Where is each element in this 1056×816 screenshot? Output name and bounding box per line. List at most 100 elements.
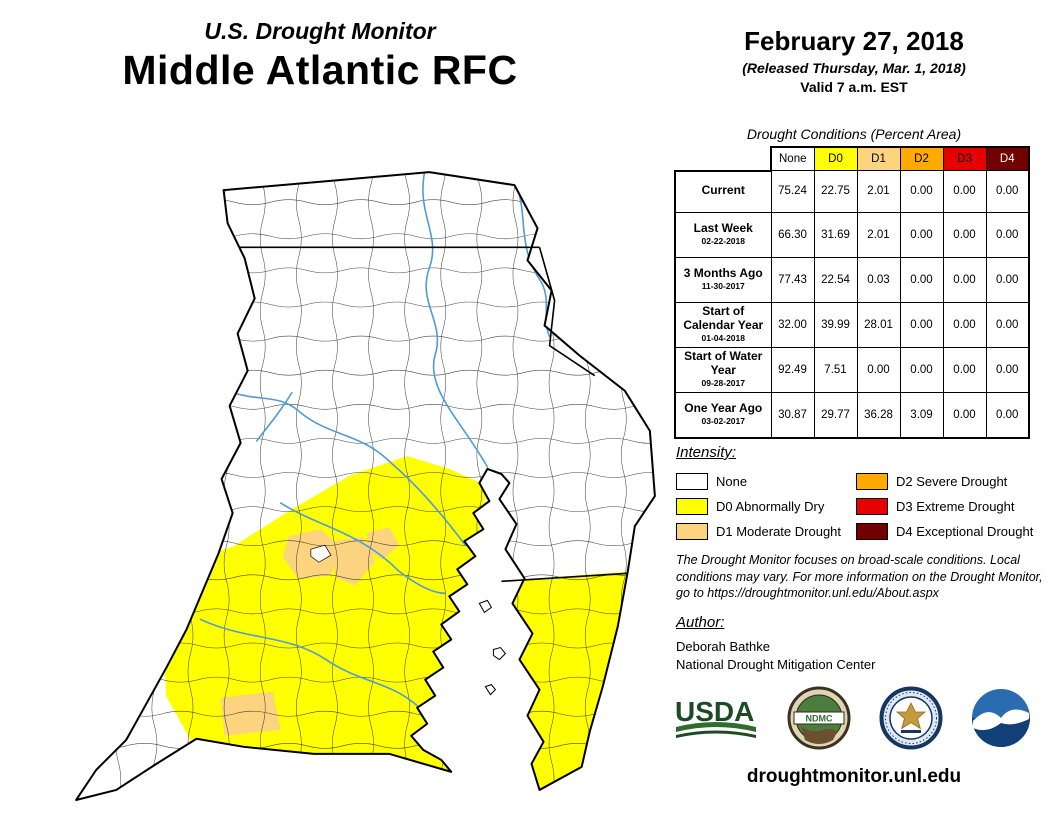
table-cell: 0.00 bbox=[899, 346, 944, 393]
table-title: Drought Conditions (Percent Area) bbox=[746, 126, 962, 142]
row-label: Last Week 02-22-2018 bbox=[674, 211, 772, 258]
author-name: Deborah Bathke bbox=[676, 639, 770, 654]
row-label: One Year Ago 03-02-2017 bbox=[674, 391, 772, 439]
footer-url: droughtmonitor.unl.edu bbox=[746, 766, 962, 787]
col-header-d4: D4 bbox=[985, 146, 1030, 171]
table-row: One Year Ago 03-02-2017 30.87 29.77 36.2… bbox=[674, 391, 1030, 439]
col-header-d2: D2 bbox=[899, 146, 944, 171]
table-row: 3 Months Ago 11-30-2017 77.43 22.54 0.03… bbox=[674, 256, 1030, 303]
row-label-text: Start of Water Year bbox=[684, 349, 763, 378]
table-cell: 22.75 bbox=[813, 170, 858, 213]
author-block: Author: Deborah Bathke National Drought … bbox=[676, 614, 1032, 672]
table-cell: 0.00 bbox=[942, 256, 987, 303]
legend-label: D0 Abnormally Dry bbox=[716, 499, 825, 514]
table-cell: 0.00 bbox=[985, 346, 1030, 393]
table-cell: 0.00 bbox=[899, 170, 944, 213]
table-cell: 0.00 bbox=[985, 256, 1030, 303]
table-cell: 0.00 bbox=[942, 170, 987, 213]
state-borders bbox=[238, 246, 628, 583]
row-sublabel: 02-22-2018 bbox=[701, 236, 745, 247]
table-cell: 0.00 bbox=[985, 211, 1030, 258]
report-date: February 27, 2018 bbox=[744, 26, 964, 56]
legend-title: Intensity: bbox=[676, 444, 737, 461]
row-label-text: Last Week bbox=[693, 221, 753, 236]
table-cell: 92.49 bbox=[770, 346, 815, 393]
legend-swatch-d2 bbox=[856, 473, 888, 490]
release-date: (Released Thursday, Mar. 1, 2018) bbox=[742, 60, 966, 76]
table-cell: 0.00 bbox=[985, 170, 1030, 213]
usda-wordmark: USDA bbox=[675, 696, 754, 727]
d1-patches bbox=[220, 527, 400, 736]
author-org: National Drought Mitigation Center bbox=[676, 657, 876, 672]
commerce-seal-logo bbox=[879, 686, 943, 755]
legend-item: D2 Severe Drought bbox=[856, 469, 1042, 494]
table-cell: 2.01 bbox=[856, 211, 901, 258]
table-cell: 36.28 bbox=[856, 391, 901, 439]
legend-swatch-d3 bbox=[856, 498, 888, 515]
col-header-d3: D3 bbox=[942, 146, 987, 171]
ndmc-logo: NDMC bbox=[787, 686, 851, 755]
table-row: Last Week 02-22-2018 66.30 31.69 2.01 0.… bbox=[674, 211, 1030, 258]
table-cell: 31.69 bbox=[813, 211, 858, 258]
table-cell: 0.00 bbox=[985, 391, 1030, 439]
legend-item: D4 Exceptional Drought bbox=[856, 519, 1042, 544]
disclaimer-text: The Drought Monitor focuses on broad-sca… bbox=[676, 553, 1043, 600]
date-header: February 27, 2018 (Released Thursday, Ma… bbox=[676, 26, 1032, 95]
usda-logo: USDA bbox=[672, 689, 760, 752]
noaa-logo bbox=[970, 687, 1032, 754]
table-cell: 39.99 bbox=[813, 301, 858, 348]
legend-item: D0 Abnormally Dry bbox=[676, 494, 856, 519]
row-label-text: Current bbox=[701, 183, 745, 198]
row-sublabel: 03-02-2017 bbox=[701, 416, 745, 427]
legend-swatch-d4 bbox=[856, 523, 888, 540]
table-cell: 0.00 bbox=[899, 211, 944, 258]
table-cell: 28.01 bbox=[856, 301, 901, 348]
intensity-legend: Intensity: None D0 Abnormally Dry D1 Mod… bbox=[676, 444, 1042, 544]
legend-item: None bbox=[676, 469, 856, 494]
row-sublabel: 11-30-2017 bbox=[701, 281, 745, 292]
table-cell: 32.00 bbox=[770, 301, 815, 348]
legend-label: D4 Exceptional Drought bbox=[896, 524, 1034, 539]
region-title: Middle Atlantic RFC bbox=[122, 47, 518, 93]
col-header-d1: D1 bbox=[856, 146, 901, 171]
table-cell: 3.09 bbox=[899, 391, 944, 439]
row-label: Start of Calendar Year 01-04-2018 bbox=[674, 301, 772, 348]
row-label: Start of Water Year 09-28-2017 bbox=[674, 346, 772, 393]
table-cell: 77.43 bbox=[770, 256, 815, 303]
table-cell: 0.00 bbox=[942, 346, 987, 393]
row-label: 3 Months Ago 11-30-2017 bbox=[674, 256, 772, 303]
table-cell: 0.00 bbox=[942, 211, 987, 258]
valid-time: Valid 7 a.m. EST bbox=[800, 79, 908, 95]
table-cell: 2.01 bbox=[856, 170, 901, 213]
legend-label: None bbox=[716, 474, 748, 489]
legend-item: D3 Extreme Drought bbox=[856, 494, 1042, 519]
table-cell: 7.51 bbox=[813, 346, 858, 393]
row-sublabel: 01-04-2018 bbox=[701, 332, 745, 343]
drought-table: None D0 D1 D2 D3 D4 Current 75.24 22.75 … bbox=[674, 146, 1030, 439]
table-cell: 0.00 bbox=[899, 256, 944, 303]
table-cell: 0.00 bbox=[942, 301, 987, 348]
table-cell: 0.00 bbox=[856, 346, 901, 393]
drought-map bbox=[48, 140, 670, 810]
table-cell: 0.00 bbox=[985, 301, 1030, 348]
table-cell: 66.30 bbox=[770, 211, 815, 258]
legend-label: D1 Moderate Drought bbox=[716, 524, 842, 539]
corner-cell bbox=[675, 147, 771, 171]
legend-item: D1 Moderate Drought bbox=[676, 519, 856, 544]
col-header-d0: D0 bbox=[813, 146, 858, 171]
legend-swatch-d0 bbox=[676, 498, 708, 515]
table-cell: 0.00 bbox=[942, 391, 987, 439]
col-header-none: None bbox=[770, 146, 815, 171]
table-cell: 0.03 bbox=[856, 256, 901, 303]
row-label-text: Start of Calendar Year bbox=[683, 304, 764, 333]
program-title: U.S. Drought Monitor bbox=[204, 18, 436, 44]
ndmc-wordmark: NDMC bbox=[806, 713, 833, 723]
table-cell: 30.87 bbox=[770, 391, 815, 439]
agency-logos: USDA NDMC bbox=[672, 684, 1032, 756]
legend-label: D3 Extreme Drought bbox=[896, 499, 1015, 514]
legend-label: D2 Severe Drought bbox=[896, 474, 1008, 489]
row-label-text: One Year Ago bbox=[684, 401, 763, 416]
row-sublabel: 09-28-2017 bbox=[701, 377, 745, 388]
table-cell: 75.24 bbox=[770, 170, 815, 213]
